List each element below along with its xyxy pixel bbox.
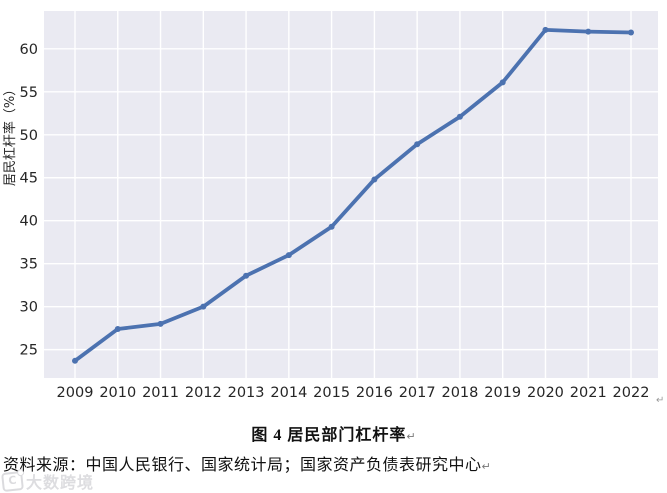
data-point-marker [157,320,164,327]
figure-caption-text: 图 4 居民部门杠杆率 [251,427,407,444]
data-point-marker [243,272,250,279]
return-mark-icon: ↵ [406,430,416,443]
figure-caption: 图 4 居民部门杠杆率↵ [0,421,667,445]
data-point-marker [72,357,78,364]
data-point-marker [285,252,292,259]
y-tick-label: 45 [20,171,38,187]
source-line: 资料来源：中国人民银行、国家统计局；国家资产负债表研究中心↵ [3,451,663,475]
y-tick-label: 25 [20,343,38,359]
x-tick-label: 2010 [99,385,136,401]
data-point-marker [414,141,421,148]
x-tick-label: 2011 [142,385,179,401]
data-line [73,28,633,363]
y-tick-label: 30 [20,300,38,316]
y-tick-label: 50 [20,128,38,144]
x-tick-label: 2020 [527,385,564,401]
data-point-marker [114,326,121,333]
data-point-marker [585,28,592,35]
x-tick-label: 2022 [613,385,650,401]
x-tick-label: 2013 [228,385,265,401]
stray-return-mark-icon: ↵ [656,395,665,406]
leverage-ratio-figure: 25 30 35 40 45 50 55 60 2009 2010 2011 2012 2013 2014… [2,11,658,401]
data-point-marker [371,176,378,183]
x-tick-label: 2014 [270,385,307,401]
y-tick-label: 60 [20,42,38,58]
data-point-marker [456,113,463,120]
y-tick-label: 55 [20,85,38,101]
data-point-marker [542,26,549,33]
line-chart-canvas: 25 30 35 40 45 50 55 60 2009 2010 2011 2012 2013 2014… [2,11,658,401]
x-tick-label: 2015 [313,385,350,401]
x-tick-label: 2018 [441,385,478,401]
x-tick-label: 2017 [399,385,436,401]
data-point-marker [628,29,634,36]
data-point-marker [328,223,335,230]
y-axis-label: 居民杠杆率（%） [2,83,18,186]
source-text: 资料来源：中国人民银行、国家统计局；国家资产负债表研究中心 [3,457,482,474]
x-tick-label: 2016 [356,385,393,401]
return-mark-icon: ↵ [481,460,491,473]
data-point-marker [499,79,506,86]
plot-area [44,11,658,378]
data-point-marker [200,303,207,310]
y-tick-label: 40 [20,214,38,230]
x-tick-label: 2012 [185,385,222,401]
y-tick-label: 35 [20,257,38,273]
x-tick-label: 2019 [484,385,521,401]
x-tick-label: 2009 [57,385,94,401]
x-tick-label: 2021 [570,385,607,401]
